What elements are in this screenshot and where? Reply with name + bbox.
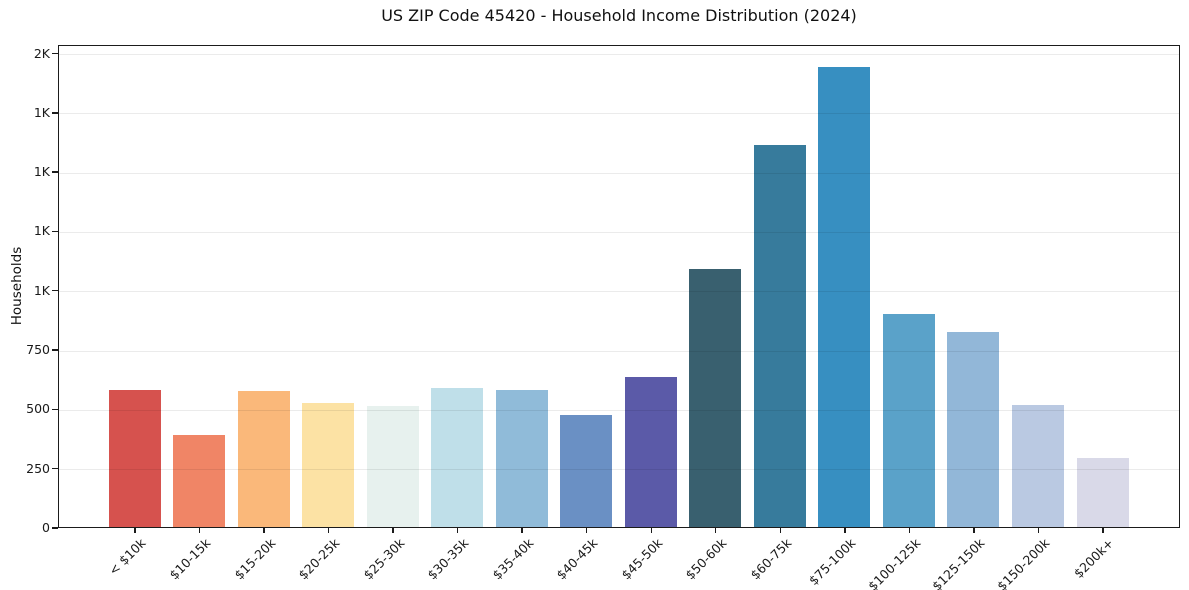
h-gridline [59,409,1179,411]
x-tick-mark [1102,528,1104,533]
bar-45-50k [624,377,677,527]
y-tick-label: 2K [33,45,50,61]
x-tick-label: $60-75k [747,535,795,583]
y-tick-mark [52,408,58,411]
x-tick-mark [908,528,911,533]
bar-150-200k [1012,405,1065,527]
x-tick-mark [521,528,523,533]
chart-title: US ZIP Code 45420 - Household Income Dis… [381,6,857,25]
bar-10k [108,389,161,527]
bar-35-40k [495,389,548,527]
y-tick-label: 250 [26,460,50,476]
x-tick-mark [134,528,136,533]
x-tick-mark [586,528,588,533]
plot-area [58,45,1180,528]
x-tick-mark [973,528,975,533]
x-tick-label: $10-15k [166,535,214,583]
x-tick-mark [1037,528,1040,533]
y-tick-mark [52,349,58,351]
y-tick-label: 1K [33,282,50,298]
x-tick-label: $15-20k [230,535,278,583]
x-tick-mark [263,528,265,533]
y-tick-mark [52,52,58,55]
h-gridline [59,172,1179,174]
bar-60-75k [753,144,806,527]
x-tick-label: $200k+ [1071,535,1117,581]
x-tick-label: $20-25k [295,535,343,583]
bar-125-150k [947,332,1000,527]
y-tick-mark [52,112,58,114]
x-tick-label: $45-50k [618,535,666,583]
bar-20-25k [302,402,355,527]
x-tick-mark [650,528,652,533]
x-tick-label: $150-200k [994,535,1053,590]
x-tick-mark [779,528,781,533]
bar-10-15k [173,435,226,527]
h-gridline [59,291,1179,293]
bar-100-125k [882,314,935,527]
x-tick-label: < $10k [106,535,149,579]
h-gridline [59,231,1179,233]
bar-15-20k [237,391,290,527]
y-tick-label: 500 [26,401,50,417]
y-tick-mark [52,230,58,233]
x-tick-mark [844,528,846,533]
x-tick-mark [715,528,717,533]
x-tick-label: $40-45k [553,535,601,583]
x-tick-label: $35-40k [489,535,537,583]
y-tick-label: 1K [33,223,50,239]
x-tick-label: $100-125k [864,535,924,590]
bar-30-35k [431,387,484,527]
h-gridline [59,350,1179,352]
x-tick-mark [327,528,330,533]
y-tick-label: 1K [33,104,50,120]
bar-40-45k [560,414,613,527]
y-tick-label: 1K [33,164,50,180]
x-tick-label: $30-35k [424,535,472,583]
bar-75-100k [818,66,871,527]
h-gridline [59,113,1179,115]
bar-25-30k [366,406,419,527]
bar-200k [1076,457,1129,527]
x-tick-mark [392,528,394,533]
x-tick-label: $25-30k [359,535,408,583]
y-tick-mark [52,290,58,292]
y-tick-label: 0 [42,520,50,535]
h-gridline [59,54,1179,56]
x-tick-label: $50-60k [682,535,730,583]
y-tick-label: 750 [26,342,50,358]
y-tick-mark [52,467,58,470]
x-tick-mark [198,528,201,533]
x-tick-label: $75-100k [806,535,859,588]
h-gridline [59,469,1179,471]
x-tick-mark [456,528,459,533]
y-tick-mark [52,171,58,173]
bar-50-60k [689,268,742,527]
x-tick-label: $125-150k [929,535,988,590]
y-tick-mark [52,527,58,529]
